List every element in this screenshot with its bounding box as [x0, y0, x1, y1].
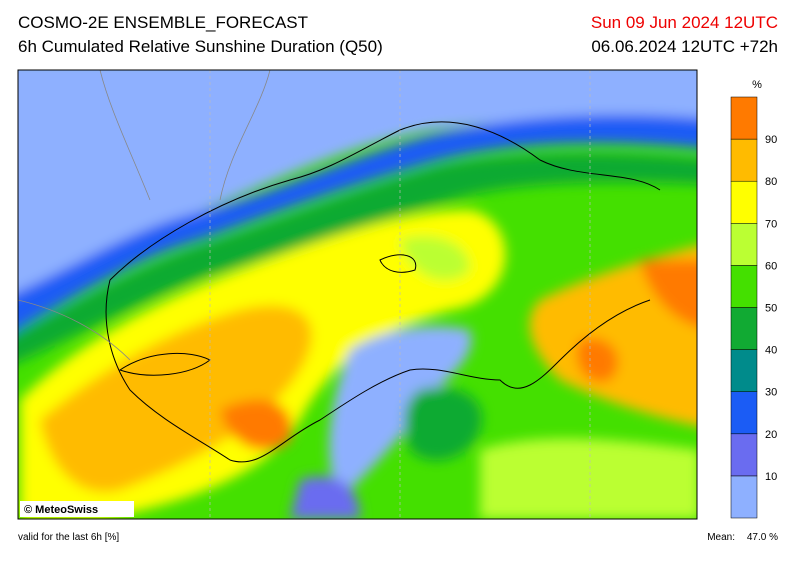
colorbar-label: 40 [765, 345, 777, 357]
colorbar-segment [730, 433, 758, 477]
mean-value: 47.0 % [747, 532, 778, 543]
copyright-box [20, 501, 134, 517]
colorbar-segment [730, 265, 758, 308]
graticule [209, 70, 591, 519]
rivers [18, 70, 271, 361]
colorbar: 10 20 30 40 50 60 70 80 90 [730, 96, 777, 519]
map-frame [17, 69, 698, 520]
colorbar-label: 90 [765, 134, 777, 146]
colorbar-label: 20 [765, 429, 777, 441]
valid-date: Sun 09 Jun 2024 12UTC [591, 13, 778, 32]
colorbar-segment [730, 391, 758, 435]
colorbar-label: 70 [765, 218, 777, 230]
footer-note: valid for the last 6h [%] [18, 532, 119, 543]
run-info: 06.06.2024 12UTC +72h [591, 37, 778, 56]
colorbar-label: 50 [765, 303, 777, 315]
colorbar-label: 10 [765, 471, 777, 483]
colorbar-segment [730, 138, 758, 182]
colorbar-segment [730, 223, 758, 266]
mean-label: Mean: [707, 532, 735, 543]
colorbar-label: 60 [765, 260, 777, 272]
colorbar-label: 30 [765, 387, 777, 399]
colorbar-segment [730, 307, 758, 350]
subtitle: 6h Cumulated Relative Sunshine Duration … [18, 37, 383, 56]
colorbar-segment [730, 475, 758, 519]
sunshine-field [18, 70, 697, 519]
colorbar-unit: % [752, 79, 762, 91]
colorbar-label: 80 [765, 176, 777, 188]
colorbar-segment [730, 96, 758, 140]
copyright: © MeteoSwiss [24, 504, 98, 516]
title: COSMO-2E ENSEMBLE_FORECAST [18, 13, 308, 32]
colorbar-segment [730, 349, 758, 392]
colorbar-segment [730, 180, 758, 224]
